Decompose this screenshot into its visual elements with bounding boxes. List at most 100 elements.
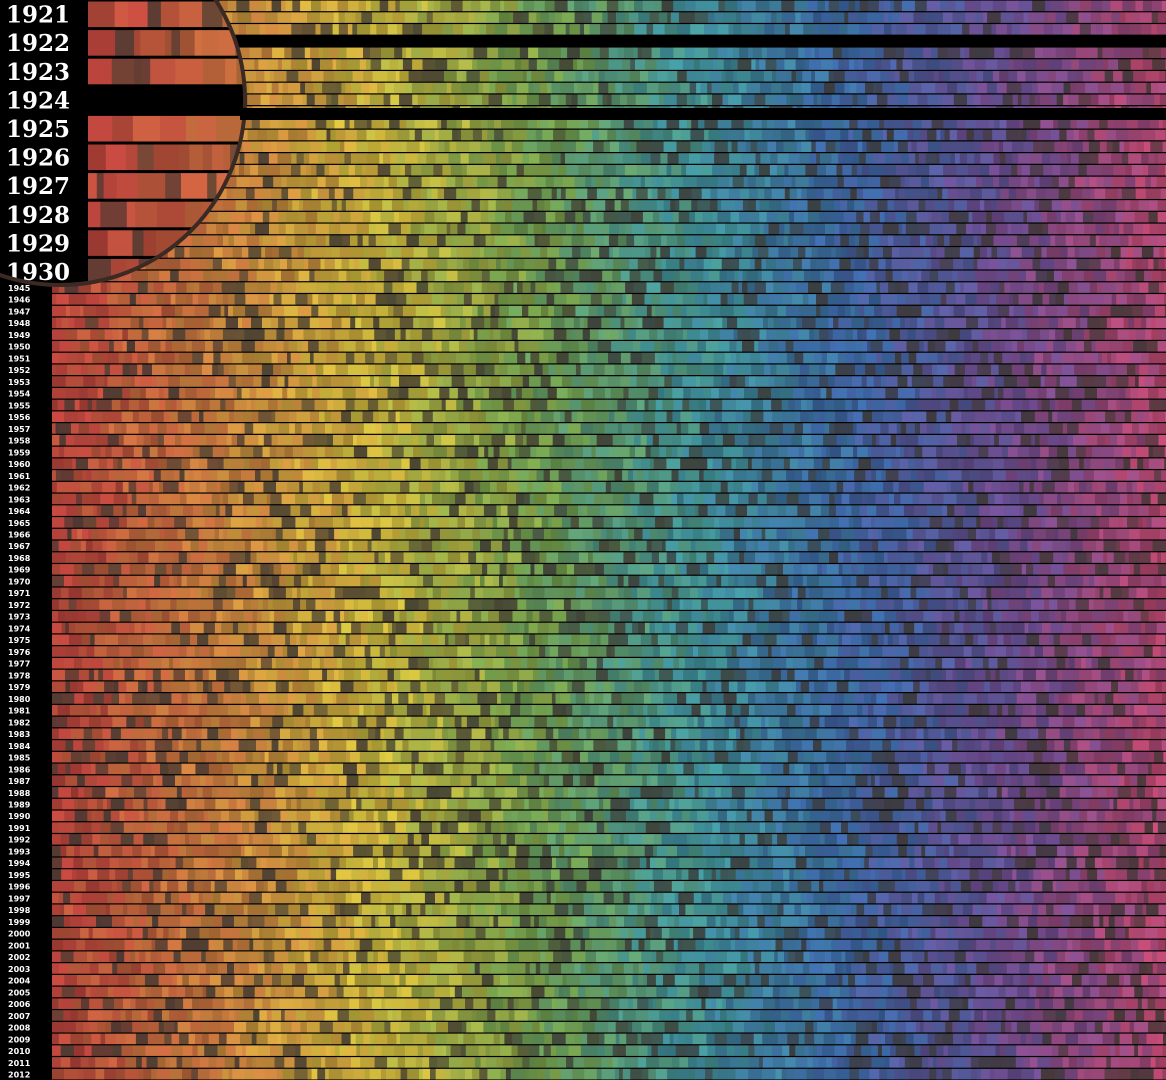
color-segment [621, 423, 629, 434]
color-segment [270, 71, 275, 82]
color-segment [741, 24, 753, 35]
color-segment [820, 200, 835, 211]
color-segment [227, 423, 242, 434]
color-segment [311, 0, 322, 12]
color-segment [331, 317, 342, 329]
color-segment [483, 305, 492, 317]
color-segment [877, 200, 889, 211]
color-segment [531, 71, 546, 82]
color-segment [501, 270, 507, 282]
color-segment [1016, 235, 1031, 246]
color-segment [838, 59, 845, 70]
color-segment [373, 317, 380, 329]
color-segment [731, 164, 741, 176]
color-segment [1083, 270, 1094, 282]
color-segment [75, 364, 82, 376]
color-segment [201, 399, 211, 411]
color-segment [904, 258, 911, 270]
color-segment [445, 47, 461, 59]
color-segment [607, 12, 617, 23]
color-segment [795, 12, 802, 23]
color-segment [473, 329, 479, 340]
color-segment [406, 235, 420, 246]
color-segment [406, 141, 421, 153]
color-segment [269, 376, 279, 387]
color-segment [502, 200, 513, 211]
color-segment [847, 200, 855, 211]
color-segment [517, 0, 524, 12]
color-segment [228, 258, 237, 270]
color-segment [222, 329, 237, 340]
color-segment [979, 200, 985, 211]
color-segment [940, 129, 946, 141]
color-segment [870, 47, 876, 59]
color-segment [183, 317, 197, 329]
color-segment [987, 12, 1002, 23]
color-segment [881, 376, 887, 387]
color-segment [1021, 247, 1035, 258]
color-segment [390, 94, 400, 106]
color-segment [684, 235, 695, 246]
color-segment [135, 341, 149, 352]
color-segment [320, 258, 326, 270]
color-segment [546, 294, 555, 305]
color-segment [315, 24, 322, 35]
color-segment [479, 200, 485, 211]
color-segment [1043, 24, 1054, 35]
color-segment [1096, 176, 1105, 188]
color-segment [627, 329, 637, 340]
color-segment [979, 164, 990, 176]
color-segment [743, 294, 758, 305]
color-segment [388, 176, 398, 188]
color-segment [117, 294, 131, 305]
color-segment [576, 223, 585, 235]
color-segment [944, 317, 958, 329]
color-segment [1076, 258, 1090, 270]
color-segment [513, 12, 523, 23]
color-segment [644, 223, 658, 235]
color-segment [1057, 446, 1069, 458]
color-segment [597, 341, 612, 352]
color-segment [824, 82, 836, 94]
color-segment [729, 446, 744, 458]
color-segment [1112, 141, 1121, 153]
color-segment [883, 129, 888, 141]
color-segment [705, 341, 719, 352]
color-segment [914, 0, 928, 12]
color-segment [411, 364, 426, 376]
color-segment [640, 434, 648, 446]
color-segment [507, 235, 521, 246]
color-segment [167, 247, 176, 258]
color-segment [700, 411, 705, 423]
color-segment [1156, 24, 1166, 35]
color-segment [973, 129, 984, 141]
color-segment [881, 141, 895, 153]
color-segment [344, 341, 357, 352]
color-segment [778, 247, 792, 258]
color-segment [494, 129, 504, 141]
color-segment [817, 0, 826, 12]
color-segment [1098, 153, 1112, 164]
color-segment [1049, 399, 1056, 411]
color-segment [796, 411, 801, 423]
color-segment [521, 59, 530, 70]
color-segment [722, 434, 736, 446]
color-segment [1132, 423, 1140, 434]
color-segment [536, 117, 542, 129]
color-segment [794, 129, 806, 141]
color-segment [355, 317, 362, 329]
color-segment [686, 305, 701, 317]
color-segment [550, 94, 559, 106]
color-segment [330, 458, 338, 469]
color-segment [865, 423, 877, 434]
color-segment [1128, 235, 1133, 246]
color-segment [540, 247, 548, 258]
color-segment [353, 446, 368, 458]
color-segment [1056, 376, 1061, 387]
color-segment [417, 94, 427, 106]
color-segment [258, 258, 265, 270]
color-segment [392, 188, 404, 199]
color-segment [1157, 235, 1166, 246]
color-segment [1044, 376, 1057, 387]
color-segment [674, 364, 688, 376]
